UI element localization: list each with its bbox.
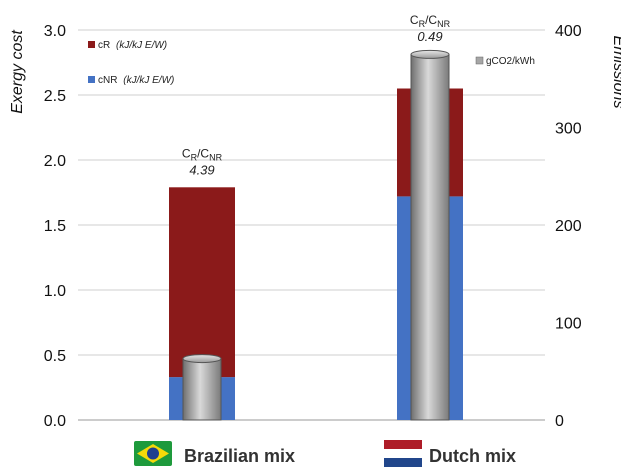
y-right-tick-label: 100 <box>555 316 582 333</box>
ratio-label-1: CR/CNR <box>182 146 223 162</box>
legend-item-cr: cR (kJ/kJ E/W) <box>88 40 167 51</box>
svg-text:cNR (kJ/kJ E/W): cNR (kJ/kJ E/W) <box>98 75 174 86</box>
bar-cr-1 <box>169 187 235 378</box>
gridlines <box>78 29 545 421</box>
bars <box>169 49 463 421</box>
ratio-label-2: CR/CNR <box>410 13 451 29</box>
right-axis-title: Emissions <box>610 36 621 109</box>
svg-text:cR (kJ/kJ E/W): cR (kJ/kJ E/W) <box>98 40 167 51</box>
legend-label-cr: cR <box>98 40 110 51</box>
y-right-tick-label: 200 <box>555 218 582 235</box>
netherlands-flag-icon <box>384 440 422 467</box>
legend-unit-cnr: (kJ/kJ E/W) <box>123 75 174 86</box>
y-tick-label: 1.5 <box>44 218 66 235</box>
bar-emissions-1 <box>182 358 222 421</box>
legend-unit-cr: (kJ/kJ E/W) <box>116 40 167 51</box>
brazil-flag-icon <box>134 441 172 466</box>
y-right-tick-label: 0 <box>555 413 564 430</box>
legend-label-emissions: gCO2/kWh <box>486 56 535 67</box>
y-right-tick-label: 300 <box>555 121 582 138</box>
left-axis-title: Exergy cost <box>9 30 26 114</box>
legend-swatch-emissions <box>475 56 484 65</box>
category-dutch-mix: Dutch mix <box>384 440 516 467</box>
y-tick-label: 1.0 <box>44 283 66 300</box>
y-right-tick-label: 400 <box>555 23 582 40</box>
category-brazilian-mix: Brazilian mix <box>134 441 295 466</box>
right-axis-ticks: 0 100 200 300 400 <box>555 23 582 430</box>
ratio-value-2: 0.49 <box>417 29 442 44</box>
y-tick-label: 3.0 <box>44 23 66 40</box>
y-tick-label: 2.5 <box>44 88 66 105</box>
legend-swatch-cnr <box>88 76 95 83</box>
y-tick-label: 2.0 <box>44 153 66 170</box>
y-tick-label: 0.5 <box>44 348 66 365</box>
bar-emissions-cap-1 <box>182 354 222 364</box>
left-axis-ticks: 0.0 0.5 1.0 1.5 2.0 2.5 3.0 <box>44 23 66 430</box>
legend-item-cnr: cNR (kJ/kJ E/W) <box>88 75 174 86</box>
legend-label-cnr: cNR <box>98 75 117 86</box>
legend-swatch-cr <box>88 41 95 48</box>
bar-emissions-2 <box>410 53 450 421</box>
y-tick-label: 0.0 <box>44 413 66 430</box>
ratio-value-1: 4.39 <box>189 162 214 177</box>
legend-item-emissions: gCO2/kWh <box>475 56 535 67</box>
bar-emissions-cap-2 <box>410 49 450 59</box>
category-label-dutch: Dutch mix <box>429 446 516 466</box>
category-label-brazilian: Brazilian mix <box>184 446 295 466</box>
